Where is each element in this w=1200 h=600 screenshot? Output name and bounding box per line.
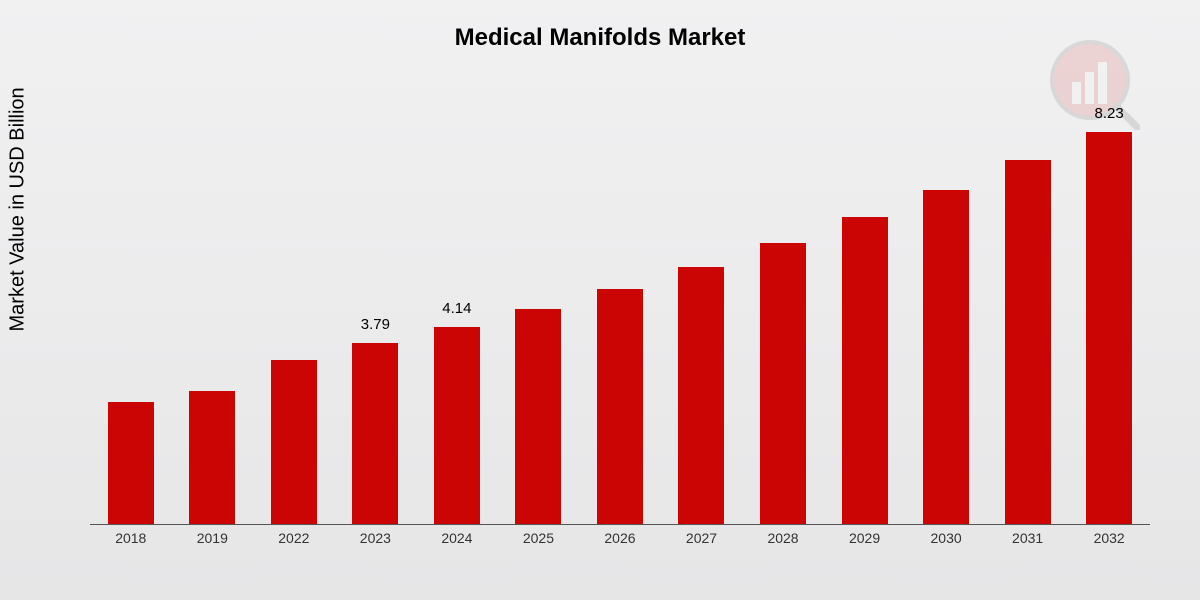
bar-group	[908, 190, 984, 524]
bar	[108, 402, 154, 524]
bar-group	[663, 267, 739, 524]
bar-group	[174, 391, 250, 524]
bar	[352, 343, 398, 524]
x-axis-labels: 2018 2019 2022 2023 2024 2025 2026 2027 2028 2029…	[90, 530, 1150, 546]
bar	[271, 360, 317, 524]
bar	[597, 289, 643, 525]
x-axis-label: 2030	[908, 530, 984, 546]
bar-group	[745, 243, 821, 524]
bar-group	[990, 160, 1066, 524]
bar-group	[256, 360, 332, 524]
bar	[189, 391, 235, 524]
x-axis-label: 2022	[256, 530, 332, 546]
bar	[678, 267, 724, 524]
x-axis-label: 2025	[500, 530, 576, 546]
x-axis-line	[90, 524, 1150, 525]
bar-group: 3.79	[337, 343, 413, 524]
bar	[760, 243, 806, 524]
bar-value-label: 3.79	[337, 316, 413, 333]
x-axis-label: 2023	[337, 530, 413, 546]
plot-area: 3.794.148.23	[90, 115, 1150, 525]
bar	[842, 217, 888, 524]
bars-container: 3.794.148.23	[90, 114, 1150, 524]
bar-group	[582, 289, 658, 525]
x-axis-label: 2029	[827, 530, 903, 546]
bar	[1005, 160, 1051, 524]
bar-value-label: 4.14	[419, 300, 495, 317]
x-axis-label: 2027	[663, 530, 739, 546]
x-axis-label: 2019	[174, 530, 250, 546]
x-axis-label: 2026	[582, 530, 658, 546]
bar-group: 8.23	[1071, 132, 1147, 524]
chart-title: Medical Manifolds Market	[0, 24, 1200, 52]
y-axis-title: Market Value in USD Billion	[7, 87, 30, 331]
x-axis-label: 2024	[419, 530, 495, 546]
bar-group	[827, 217, 903, 524]
x-axis-label: 2028	[745, 530, 821, 546]
bar-value-label: 8.23	[1071, 105, 1147, 122]
bar-group	[93, 402, 169, 524]
x-axis-label: 2018	[93, 530, 169, 546]
bar-group	[500, 309, 576, 524]
bar	[434, 327, 480, 524]
bar	[515, 309, 561, 524]
bar	[923, 190, 969, 524]
bar-group: 4.14	[419, 327, 495, 524]
x-axis-label: 2031	[990, 530, 1066, 546]
bar	[1086, 132, 1132, 524]
x-axis-label: 2032	[1071, 530, 1147, 546]
